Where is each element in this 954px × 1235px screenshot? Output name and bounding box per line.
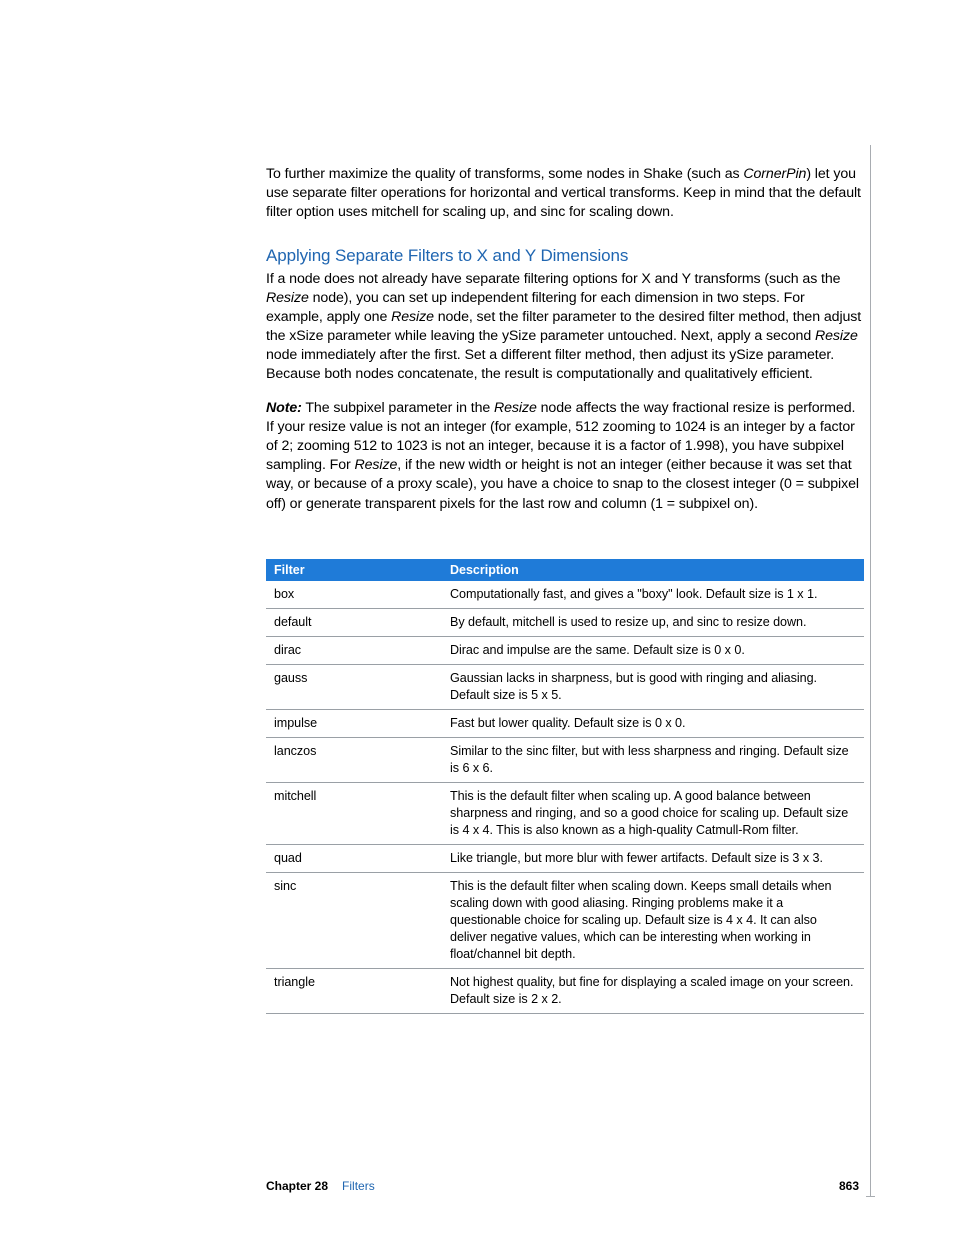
footer-chapter: Chapter 28	[266, 1179, 328, 1193]
filter-table: Filter Description boxComputationally fa…	[266, 559, 864, 1014]
filter-description-cell: Gaussian lacks in sharpness, but is good…	[442, 664, 864, 709]
footer-title: Filters	[342, 1179, 375, 1193]
p1-ital3: Resize	[815, 328, 858, 344]
body-paragraph-2: Note: The subpixel parameter in the Resi…	[266, 399, 864, 514]
filter-description-cell: Like triangle, but more blur with fewer …	[442, 844, 864, 872]
filter-description-cell: This is the default filter when scaling …	[442, 782, 864, 844]
table-row: sincThis is the default filter when scal…	[266, 872, 864, 968]
intro-italic: CornerPin	[743, 166, 806, 182]
p1-seg0: If a node does not already have separate…	[266, 271, 840, 287]
note-label: Note:	[266, 400, 302, 416]
p2-seg0: The subpixel parameter in the	[302, 400, 494, 416]
filter-description-cell: By default, mitchell is used to resize u…	[442, 608, 864, 636]
p1-ital2: Resize	[391, 309, 434, 325]
filter-name-cell: gauss	[266, 664, 442, 709]
section-heading: Applying Separate Filters to X and Y Dim…	[266, 245, 864, 267]
footer-left: Chapter 28 Filters	[266, 1179, 375, 1193]
content-area: To further maximize the quality of trans…	[266, 165, 864, 514]
column-header-description: Description	[442, 559, 864, 581]
filter-name-cell: mitchell	[266, 782, 442, 844]
filter-description-cell: Dirac and impulse are the same. Default …	[442, 636, 864, 664]
p1-seg3: node immediately after the first. Set a …	[266, 347, 834, 382]
filter-name-cell: triangle	[266, 968, 442, 1013]
column-header-filter: Filter	[266, 559, 442, 581]
table-row: defaultBy default, mitchell is used to r…	[266, 608, 864, 636]
p1-ital1: Resize	[266, 290, 309, 306]
table-header: Filter Description	[266, 559, 864, 581]
table-row: impulseFast but lower quality. Default s…	[266, 709, 864, 737]
filter-description-cell: Not highest quality, but fine for displa…	[442, 968, 864, 1013]
filter-description-cell: Similar to the sinc filter, but with les…	[442, 737, 864, 782]
intro-paragraph: To further maximize the quality of trans…	[266, 165, 864, 223]
filter-name-cell: default	[266, 608, 442, 636]
document-page: To further maximize the quality of trans…	[0, 0, 954, 1235]
table-row: triangleNot highest quality, but fine fo…	[266, 968, 864, 1013]
filter-name-cell: impulse	[266, 709, 442, 737]
table-row: quadLike triangle, but more blur with fe…	[266, 844, 864, 872]
table-row: mitchellThis is the default filter when …	[266, 782, 864, 844]
body-paragraph-1: If a node does not already have separate…	[266, 270, 864, 385]
filter-name-cell: sinc	[266, 872, 442, 968]
table-row: gaussGaussian lacks in sharpness, but is…	[266, 664, 864, 709]
p2-ital1: Resize	[494, 400, 537, 416]
table-row: diracDirac and impulse are the same. Def…	[266, 636, 864, 664]
page-footer: Chapter 28 Filters 863	[266, 1179, 859, 1193]
filter-name-cell: quad	[266, 844, 442, 872]
filter-name-cell: dirac	[266, 636, 442, 664]
p2-ital2: Resize	[354, 457, 397, 473]
filter-name-cell: lanczos	[266, 737, 442, 782]
intro-text-pre: To further maximize the quality of trans…	[266, 166, 743, 182]
table-row: boxComputationally fast, and gives a "bo…	[266, 581, 864, 609]
table-body: boxComputationally fast, and gives a "bo…	[266, 581, 864, 1014]
filter-description-cell: Computationally fast, and gives a "boxy"…	[442, 581, 864, 609]
filter-description-cell: This is the default filter when scaling …	[442, 872, 864, 968]
filter-description-cell: Fast but lower quality. Default size is …	[442, 709, 864, 737]
footer-page-number: 863	[839, 1179, 859, 1193]
filter-name-cell: box	[266, 581, 442, 609]
page-margin-rule	[870, 145, 871, 1197]
table-row: lanczosSimilar to the sinc filter, but w…	[266, 737, 864, 782]
